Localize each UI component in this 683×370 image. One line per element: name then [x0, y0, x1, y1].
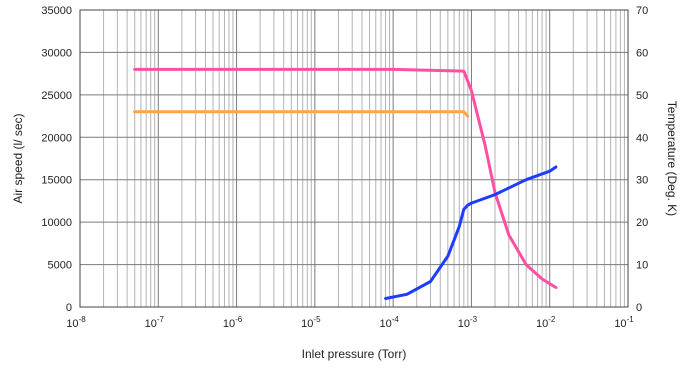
x-tick-label: 10-5 [301, 315, 321, 330]
y-axis-title-left: Air speed (l/ sec) [11, 113, 25, 203]
x-tick-label: 10-4 [379, 315, 399, 330]
series-line [384, 165, 558, 300]
x-tick-label: 10-2 [536, 315, 556, 330]
y-tick-label-right: 30 [636, 175, 648, 187]
y-tick-label-left: 35000 [41, 5, 72, 17]
y-tick-label-left: 0 [66, 302, 72, 314]
y-tick-label-right: 70 [636, 5, 648, 17]
y-tick-label-right: 0 [636, 302, 642, 314]
series-line [133, 110, 470, 118]
y-tick-label-left: 20000 [41, 132, 72, 144]
x-tick-label: 10-8 [66, 315, 86, 330]
x-tick-label: 10-6 [223, 315, 243, 330]
y-tick-label-right: 60 [636, 47, 648, 59]
series-line [133, 67, 558, 289]
plot-frame [79, 9, 629, 308]
y-tick-label-left: 15000 [41, 175, 72, 187]
x-tick-label: 10-7 [145, 315, 165, 330]
y-tick-label-left: 5000 [48, 260, 72, 272]
y-tick-label-right: 50 [636, 90, 648, 102]
x-tick-label: 10-1 [614, 315, 634, 330]
y-tick-label-left: 25000 [41, 90, 72, 102]
y-tick-label-right: 40 [636, 132, 648, 144]
y-axis-title-right: Temperature (Deg. K) [665, 101, 679, 216]
y-tick-label-right: 20 [636, 217, 648, 229]
y-tick-label-right: 10 [636, 260, 648, 272]
y-tick-label-left: 10000 [41, 217, 72, 229]
y-tick-label-left: 30000 [41, 47, 72, 59]
x-axis-title: Inlet pressure (Torr) [302, 347, 407, 361]
x-tick-label: 10-3 [458, 315, 478, 330]
grid [79, 9, 629, 308]
tick-labels: 0 5000 10000 15000 20000 25000 30000 35000 0 10 20… [41, 5, 648, 330]
series-group [133, 67, 558, 300]
